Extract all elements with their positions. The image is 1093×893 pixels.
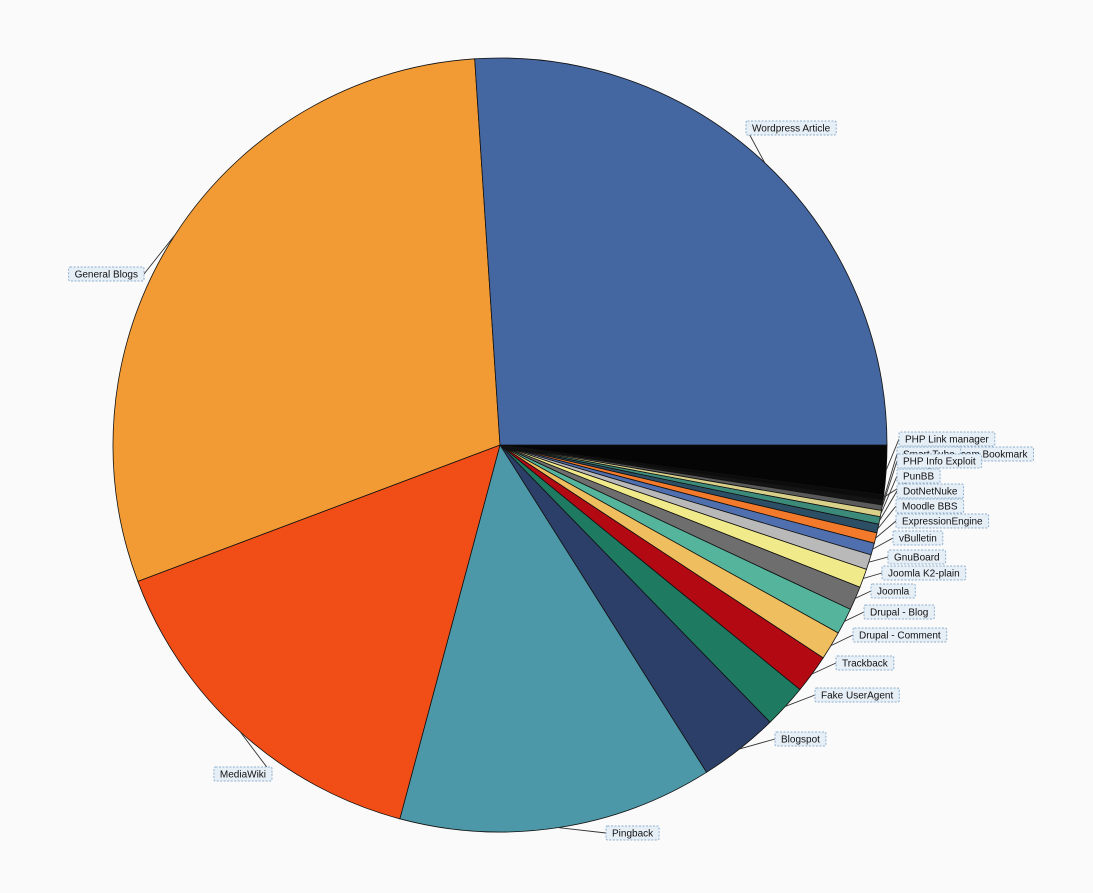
pie-slices (112, 57, 888, 833)
label-box (863, 604, 935, 620)
label-box (896, 468, 941, 484)
slice-label: Drupal - Comment (830, 627, 948, 647)
slice-label: Joomla K2-plain (863, 565, 967, 581)
leader-line (875, 520, 897, 539)
leader-line (830, 634, 854, 647)
slice-label-text: Trackback (842, 659, 889, 670)
label-box (892, 530, 944, 546)
slice-label-text: Joomla K2-plain (888, 569, 960, 580)
leader-line (877, 505, 897, 529)
leader-line (872, 537, 894, 550)
slice-label-text: Fake UserAgent (821, 691, 893, 702)
slice-label-text: Moodle BBS (902, 502, 958, 513)
slice-label: PunBB (880, 468, 941, 514)
label-box (896, 453, 983, 469)
leader-line (880, 475, 898, 514)
label-box (213, 766, 273, 782)
leader-line (882, 453, 898, 503)
slice-label: Moodle BBS (877, 498, 965, 529)
slice-label: PHP Info Exploit (881, 453, 983, 508)
slice-label: vBulletin (872, 530, 944, 550)
slice-label: ExpressionEngine (875, 513, 990, 539)
slice-label-text: Blogspot (781, 735, 820, 746)
slice-label: Blogspot (739, 731, 827, 750)
slice-label: MediaWiki (213, 731, 273, 782)
label-box (68, 266, 145, 282)
label-box (895, 498, 965, 514)
leader-line (239, 731, 273, 775)
slice-label-text: PHP Info Exploit (903, 457, 976, 468)
label-box (745, 120, 837, 136)
pie-slice (112, 58, 501, 582)
slice-label-text: Pingback (612, 829, 654, 840)
slice-label-text: PunBB (903, 472, 934, 483)
slice-label-text: MediaWiki (220, 770, 266, 781)
slice-label: Pingback (557, 825, 660, 841)
slice-label-text: Drupal - Comment (859, 631, 941, 642)
label-box (896, 483, 964, 499)
leader-line (739, 738, 776, 750)
label-box (870, 583, 916, 599)
label-box (852, 627, 948, 643)
slice-label-text: GnuBoard (894, 553, 940, 564)
label-box (814, 687, 900, 703)
slice-label: PHP Link manager (885, 431, 996, 471)
label-box (898, 431, 996, 447)
slice-label-text: .com Bookmark (958, 450, 1028, 461)
slice-label-text: Drupal - Blog (870, 608, 928, 619)
label-box (887, 549, 947, 565)
leader-line (885, 438, 900, 471)
label-box (774, 731, 827, 747)
label-box (895, 513, 990, 529)
slice-label: Joomla (855, 583, 916, 599)
leader-line (557, 827, 607, 834)
leader-line (879, 490, 898, 521)
slice-label-text: General Blogs (75, 270, 138, 281)
label-box (605, 825, 660, 841)
slice-label-text: ExpressionEngine (902, 517, 983, 528)
slice-label: Wordpress Article (745, 120, 837, 163)
leader-line (785, 694, 816, 707)
leader-line (868, 556, 889, 563)
slice-label-text: Joomla (877, 587, 910, 598)
leader-line (881, 460, 898, 508)
pie-slice (474, 57, 888, 446)
slice-label: DotNetNuke (879, 483, 964, 521)
slice-label-text: Wordpress Article (752, 124, 831, 135)
slice-label: Fake UserAgent (785, 687, 900, 707)
slice-label-text: PHP Link manager (905, 435, 989, 446)
leader-line (844, 611, 865, 622)
leader-line (855, 590, 872, 599)
leader-line (143, 235, 176, 275)
slice-label: Trackback (811, 655, 895, 675)
pie-labels: PHP Link manager.com BookmarkSmart TubeP… (68, 120, 1034, 841)
leader-line (863, 572, 883, 579)
leader-line (811, 662, 837, 675)
label-box (835, 655, 895, 671)
slice-label: Drupal - Blog (844, 604, 935, 622)
slice-label: General Blogs (68, 235, 176, 282)
label-box (881, 565, 967, 581)
slice-label-text: vBulletin (899, 534, 937, 545)
slice-label-text: DotNetNuke (903, 487, 958, 498)
slice-label: GnuBoard (868, 549, 947, 565)
